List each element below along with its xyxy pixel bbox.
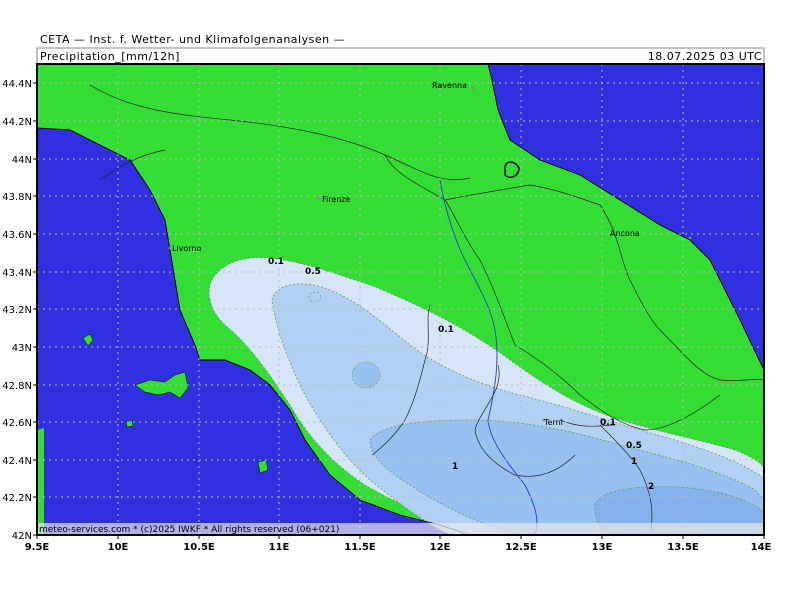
city-marker-firenze [317, 196, 321, 200]
contour-label: 2 [648, 482, 654, 492]
lon-label: 11.5E [344, 542, 376, 553]
city-label-terni: Terni [543, 418, 563, 427]
lon-label: 12.5E [505, 542, 537, 553]
map-frame [36, 63, 765, 536]
contour-label: 0.1 [438, 325, 454, 335]
city-label-livorno: Livorno [172, 244, 202, 253]
lon-axis [36, 535, 765, 539]
lon-label: 13E [592, 542, 613, 553]
coastline [37, 64, 764, 535]
contour-label: 1 [452, 462, 458, 472]
lon-label: 12E [430, 542, 451, 553]
credit-text: meteo-services.com * (c)2025 IWKF * All … [39, 525, 339, 535]
lon-label: 10.5E [183, 542, 215, 553]
regional-borders [89, 84, 764, 535]
header-title: CETA — Inst. f. Wetter- und Klimafolgena… [40, 33, 346, 46]
credit-strip [37, 523, 764, 535]
lon-label: 14E [751, 542, 772, 553]
lat-label: 44.2N [2, 117, 32, 128]
lat-label: 42.4N [2, 456, 32, 467]
lon-label: 13.5E [667, 542, 699, 553]
lon-label: 11E [269, 542, 290, 553]
lat-label: 42.8N [2, 381, 32, 392]
lat-label: 43.2N [2, 305, 32, 316]
valid-time: 18.07.2025 03 UTC [647, 50, 762, 63]
precip-area-2 [594, 486, 764, 535]
lat-label: 43N [12, 343, 32, 354]
contour-label: 0.1 [268, 257, 284, 267]
lat-label: 43.6N [2, 230, 32, 241]
city-marker-ravenna [471, 86, 475, 90]
lat-axis [33, 82, 37, 536]
contour-label: 0.1 [600, 418, 616, 428]
island-corsica-edge [37, 428, 44, 535]
city-label-ancona: Ancona [610, 229, 640, 238]
parameter-label: Precipitation_[mm/12h] [40, 50, 180, 63]
lon-label: 9.5E [25, 542, 50, 553]
grid-lines [37, 64, 764, 535]
header-box [36, 47, 765, 65]
precip-blob-0-5-north [308, 291, 322, 303]
lat-label: 43.4N [2, 268, 32, 279]
city-marker-livorno [168, 246, 172, 250]
lat-label: 43.8N [2, 192, 32, 203]
island-giglio [257, 459, 269, 474]
city-label-ravenna: Ravenna [432, 81, 467, 90]
contour-label: 0.5 [626, 441, 642, 451]
contour-label: 1 [631, 457, 637, 467]
lat-label: 44N [12, 155, 32, 166]
lat-label: 42.2N [2, 493, 32, 504]
city-label-firenze: Firenze [322, 195, 351, 204]
precip-blob-1-west [351, 361, 381, 389]
lat-label: 42N [12, 531, 32, 542]
city-marker-terni [542, 418, 546, 422]
island-capraia [82, 333, 94, 347]
city-marker-ancona [688, 236, 692, 240]
contour-label: 0.5 [305, 267, 321, 277]
river-tiber [439, 179, 538, 535]
island-elba [134, 371, 189, 399]
san-marino [504, 161, 520, 178]
lat-label: 42.6N [2, 418, 32, 429]
lat-label: 44.4N [2, 79, 32, 90]
lon-label: 10E [108, 542, 129, 553]
